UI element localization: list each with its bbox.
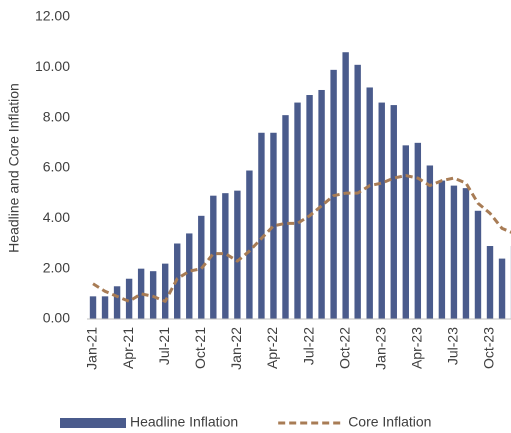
y-tick-label: 10.00 [35,58,70,74]
bar [161,263,169,319]
bar [426,165,434,319]
bar [101,296,109,319]
x-tick-label: Apr-23 [409,327,425,369]
bar [113,286,121,319]
bar [234,190,241,319]
bar [474,210,482,319]
y-tick-label: 12.00 [35,8,70,24]
x-tick-label: Jul-21 [156,327,172,365]
x-tick-label: Jan-22 [228,327,244,370]
bar [306,95,313,320]
x-tick-label: Oct-22 [336,327,352,369]
legend-swatch [60,418,126,428]
bar [462,188,470,319]
bar [318,89,325,319]
bar [210,195,217,319]
x-tick-label: Jul-23 [445,327,461,365]
bar [186,233,193,319]
y-tick-label: 6.00 [43,159,70,175]
bar [486,246,494,319]
x-tick-label: Jan-21 [84,327,100,370]
x-tick-label: Jul-22 [300,327,316,365]
bar [294,102,301,319]
bar [342,52,349,319]
x-tick-label: Oct-23 [481,327,497,369]
bar [137,268,145,319]
legend-label: Headline Inflation [130,414,238,430]
bar [282,115,289,320]
x-tick-label: Jan-23 [372,327,388,370]
bar [222,193,229,319]
line [92,174,511,303]
y-tick-label: 2.00 [43,259,70,275]
y-tick-label: 8.00 [43,108,70,124]
bar [402,145,409,319]
x-tick-label: Oct-21 [192,327,208,369]
x-tick-label: Apr-22 [264,327,280,369]
bar [390,105,397,319]
bar [438,180,446,319]
bar [498,258,506,319]
legend-label: Core Inflation [348,414,431,430]
bar [258,132,265,319]
x-tick-label: Apr-21 [120,327,136,369]
bar [450,185,458,319]
bar [246,170,253,319]
y-axis-label: Headline and Core Inflation [6,83,22,253]
bar [378,102,385,319]
bar [89,296,97,319]
bar [270,132,277,319]
y-tick-label: 4.00 [43,209,70,225]
bar [125,278,133,319]
y-tick-label: 0.00 [43,310,70,326]
bar [366,87,373,319]
bar [414,142,422,319]
